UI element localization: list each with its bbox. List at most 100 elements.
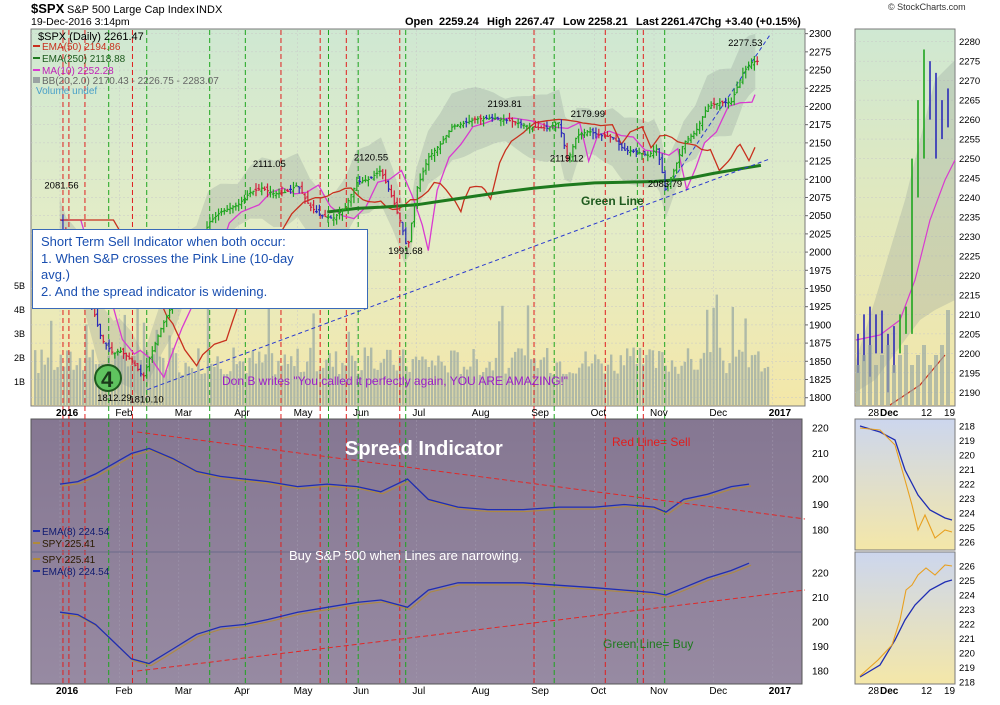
volume-bar: [482, 372, 485, 405]
volume-bar: [200, 373, 203, 405]
detail-spread-bottom-tick: 220: [959, 649, 975, 660]
spread-month-label: 2017: [769, 686, 792, 697]
legend-ema250: EMA(250) 2118.88: [42, 54, 126, 65]
volume-bar: [254, 363, 258, 405]
volume-bar: [286, 363, 290, 405]
volume-bar: [165, 369, 168, 405]
price-tick-label: 2075: [809, 193, 832, 204]
volume-bar: [75, 365, 78, 405]
detail-spread-top-tick: 223: [959, 494, 975, 505]
volume-axis-label: 2B: [14, 353, 25, 363]
volume-bar: [600, 363, 603, 405]
detail-volume-bar: [892, 365, 896, 405]
price-value-label: 2081.56: [44, 181, 78, 192]
detail-spread-top-tick: 219: [959, 436, 975, 447]
detail-spread-bottom-tick: 219: [959, 663, 975, 674]
number-4-label: 4: [101, 367, 114, 392]
volume-bar: [453, 350, 456, 405]
volume-bar: [130, 365, 133, 405]
detail-bollinger-band: [856, 60, 955, 392]
volume-bar: [530, 359, 533, 405]
price-value-label: 2083.79: [648, 179, 682, 190]
volume-bar: [638, 347, 642, 405]
detail-volume-bar: [874, 365, 878, 405]
volume-bar: [158, 356, 162, 405]
buy-text: Buy S&P 500 when Lines are narrowing.: [289, 548, 522, 563]
volume-bar: [485, 367, 488, 405]
detail-volume-bar: [862, 355, 866, 405]
volume-bar: [50, 320, 53, 405]
price-tick-label: 1925: [809, 302, 832, 313]
volume-bar: [488, 361, 491, 405]
detail-ma10-line: [855, 159, 956, 341]
detail-tick-label: 2275: [959, 57, 980, 68]
spread-buy-trendline: [137, 589, 806, 672]
spread-month-label: May: [294, 686, 313, 697]
volume-bar: [523, 355, 526, 405]
volume-bar: [635, 363, 638, 405]
price-month-label: 2016: [56, 408, 79, 419]
spread-month-label: Sep: [531, 686, 549, 697]
volume-bar: [501, 305, 504, 405]
spread-month-label: Feb: [115, 686, 133, 697]
price-tick-label: 2000: [809, 248, 832, 259]
volume-bar: [181, 374, 184, 405]
spread-tick-label-top: 200: [812, 475, 829, 486]
price-tick-label: 1900: [809, 320, 832, 331]
volume-bar: [626, 348, 629, 405]
ema250-line: [327, 163, 762, 214]
volume-bar: [437, 355, 440, 405]
detail-tick-label: 2230: [959, 232, 980, 243]
volume-bar: [405, 366, 408, 405]
ema8-line: [59, 562, 750, 665]
last-label: Last: [636, 16, 659, 28]
volume-bar: [91, 349, 94, 405]
detail-spread-x-label: 28: [868, 686, 880, 697]
volume-bar: [594, 354, 597, 405]
volume-bar: [568, 372, 571, 405]
price-month-label: Sep: [531, 408, 549, 419]
volume-bar: [203, 373, 206, 405]
volume-bar: [581, 363, 584, 405]
detail-volume-bar: [898, 355, 902, 405]
spread-tick-label-top: 180: [812, 526, 829, 537]
legend-price: $SPX (Daily) 2261.47: [38, 31, 144, 43]
volume-bar: [171, 347, 174, 405]
detail-x-label: 28: [868, 408, 880, 419]
legend-bb: BB(20,2.0) 2170.43 - 2226.75 - 2283.07: [42, 76, 219, 87]
price-value-label: 2277.53: [728, 38, 762, 49]
price-value-label: 2193.81: [488, 99, 522, 110]
volume-bar: [370, 347, 373, 405]
volume-bar: [194, 372, 197, 405]
volume-bar: [747, 367, 750, 405]
volume-bar: [686, 348, 690, 405]
detail-tick-label: 2245: [959, 174, 980, 185]
spread-month-label: Apr: [234, 686, 250, 697]
volume-bar: [446, 372, 450, 405]
price-tick-label: 2225: [809, 84, 832, 95]
volume-bar: [56, 367, 59, 405]
detail-ema8-bottom: [859, 579, 953, 678]
price-value-label: 1991.68: [388, 246, 422, 257]
volume-bar: [162, 357, 165, 405]
detail-spread-bottom-bg: [854, 551, 956, 685]
volume-bar: [299, 372, 302, 405]
detail-tick-label: 2190: [959, 388, 980, 399]
volume-bar: [88, 357, 91, 405]
volume-bar: [334, 351, 338, 405]
spy-line: [61, 564, 752, 667]
volume-bar: [478, 374, 482, 405]
price-month-label: Dec: [709, 408, 727, 419]
volume-bar: [680, 365, 683, 405]
volume-bar: [341, 362, 344, 405]
volume-bar: [315, 371, 318, 405]
volume-bar: [187, 366, 190, 405]
volume-bar: [82, 370, 85, 405]
volume-bar: [190, 368, 194, 405]
price-legend: $SPX (Daily) 2261.47 EMA(50) 2194.86 EMA…: [33, 31, 219, 97]
volume-bar: [78, 358, 82, 405]
spread-tick-label-top: 210: [812, 449, 829, 460]
price-tick-label: 1850: [809, 357, 832, 368]
detail-spread-top-tick: 222: [959, 480, 975, 491]
volume-bar: [728, 363, 731, 405]
